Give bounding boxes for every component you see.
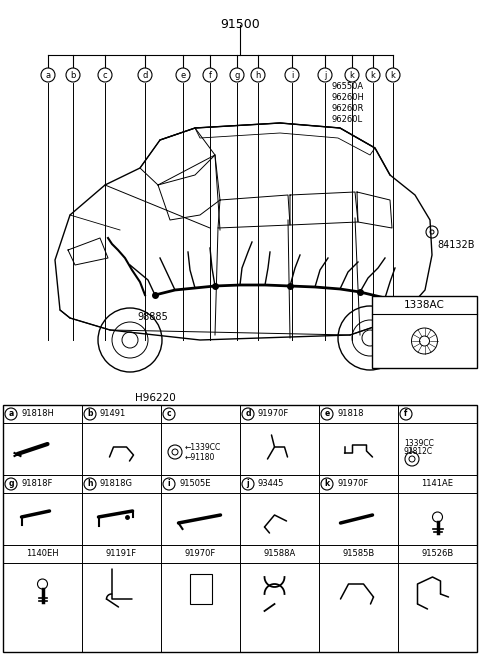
Text: 93445: 93445: [258, 480, 284, 489]
Text: j: j: [324, 70, 326, 79]
Text: 91970F: 91970F: [337, 480, 368, 489]
Text: 91505E: 91505E: [179, 480, 211, 489]
Text: ←1339CC: ←1339CC: [185, 443, 221, 451]
Text: 91818: 91818: [337, 409, 363, 419]
Text: 91818G: 91818G: [100, 480, 133, 489]
Text: 98885: 98885: [138, 312, 168, 322]
Text: f: f: [208, 70, 212, 79]
Text: k: k: [371, 70, 375, 79]
Text: 91491: 91491: [100, 409, 126, 419]
Text: c: c: [103, 70, 108, 79]
Text: d: d: [142, 70, 148, 79]
Text: a: a: [8, 409, 13, 419]
Text: 91500: 91500: [220, 18, 260, 31]
Text: h: h: [255, 70, 261, 79]
Text: 91191F: 91191F: [106, 550, 137, 558]
Text: 91585B: 91585B: [342, 550, 374, 558]
Text: 91818F: 91818F: [21, 480, 52, 489]
Text: 91970F: 91970F: [185, 550, 216, 558]
Text: b: b: [87, 409, 93, 419]
Text: 84132B: 84132B: [437, 240, 475, 250]
Text: g: g: [234, 70, 240, 79]
Text: 91588A: 91588A: [264, 550, 296, 558]
Text: i: i: [168, 480, 170, 489]
Text: c: c: [167, 409, 171, 419]
FancyBboxPatch shape: [372, 296, 477, 368]
Text: h: h: [87, 480, 93, 489]
Text: 96550A
96260H
96260R
96260L: 96550A 96260H 96260R 96260L: [332, 82, 365, 124]
Text: k: k: [349, 70, 354, 79]
Text: i: i: [291, 70, 293, 79]
Text: f: f: [404, 409, 408, 419]
Text: g: g: [8, 480, 14, 489]
Text: ←91180: ←91180: [185, 453, 216, 462]
Text: b: b: [70, 70, 76, 79]
Text: d: d: [245, 409, 251, 419]
Text: 91818H: 91818H: [21, 409, 54, 419]
Text: e: e: [324, 409, 330, 419]
Text: 1140EH: 1140EH: [26, 550, 59, 558]
Text: 91526B: 91526B: [421, 550, 454, 558]
Text: 91812C: 91812C: [404, 447, 433, 457]
Text: 1338AC: 1338AC: [404, 300, 445, 310]
Text: H96220: H96220: [134, 393, 175, 403]
Text: j: j: [247, 480, 249, 489]
Text: a: a: [46, 70, 50, 79]
Text: 1141AE: 1141AE: [421, 480, 454, 489]
Text: k: k: [324, 480, 330, 489]
Text: e: e: [180, 70, 186, 79]
Text: 91970F: 91970F: [258, 409, 289, 419]
Text: 1339CC: 1339CC: [404, 440, 434, 449]
Text: k: k: [391, 70, 396, 79]
